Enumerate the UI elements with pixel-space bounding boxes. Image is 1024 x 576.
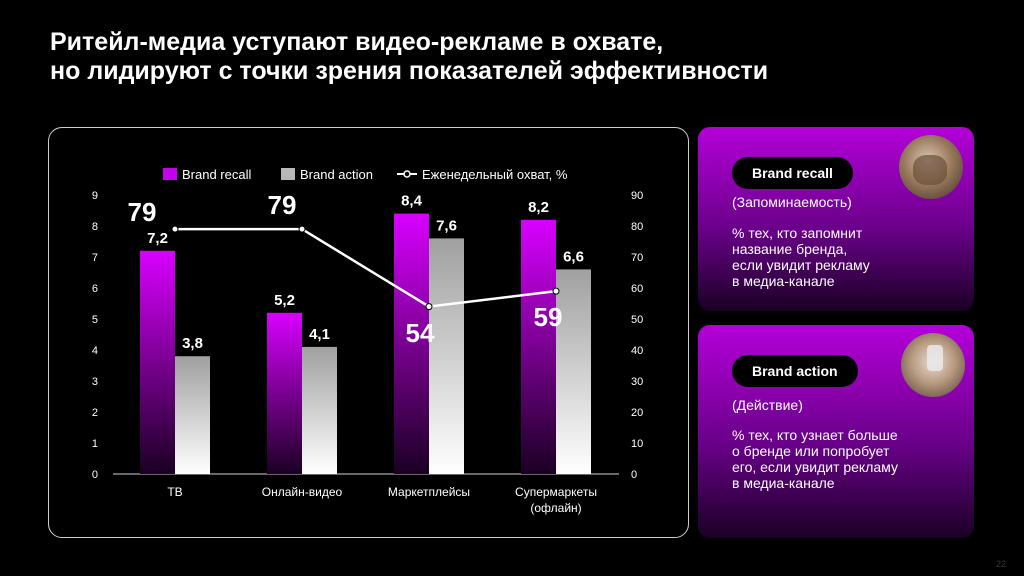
y-right-tick-label: 20 bbox=[631, 407, 643, 419]
y-left-tick-label: 3 bbox=[92, 376, 98, 388]
chart-svg: 012345678901020304050607080907,23,85,24,… bbox=[92, 167, 643, 515]
recall-value-label: 5,2 bbox=[274, 292, 295, 309]
bar-brand-action bbox=[429, 238, 464, 474]
legend-label-brand-action: Brand action bbox=[300, 167, 373, 182]
brand-recall-description: % тех, кто запомнит название бренда, есл… bbox=[732, 225, 932, 289]
bar-brand-recall bbox=[521, 219, 556, 474]
y-right-tick-label: 70 bbox=[631, 252, 643, 264]
y-left-tick-label: 1 bbox=[92, 438, 98, 450]
legend-swatch-reach-point bbox=[403, 170, 411, 178]
x-category-label: Маркетплейсы bbox=[388, 485, 470, 499]
reach-line bbox=[175, 227, 557, 308]
y-left-tick-label: 6 bbox=[92, 283, 98, 295]
desc-line: в медиа-канале bbox=[732, 475, 835, 491]
desc-line: % тех, кто узнает больше bbox=[732, 427, 898, 443]
action-value-label: 4,1 bbox=[309, 326, 330, 343]
y-right-tick-label: 80 bbox=[631, 221, 643, 233]
y-right-tick-label: 40 bbox=[631, 345, 643, 357]
page-title: Ритейл-медиа уступают видео-рекламе в ох… bbox=[50, 28, 950, 86]
legend-label-brand-recall: Brand recall bbox=[182, 167, 251, 182]
action-value-label: 3,8 bbox=[182, 335, 203, 352]
page-number: 22 bbox=[995, 559, 1006, 569]
brand-action-subtitle: (Действие) bbox=[732, 397, 803, 413]
recall-value-label: 7,2 bbox=[147, 230, 168, 247]
brand-action-pill: Brand action bbox=[732, 355, 858, 387]
bar-brand-recall bbox=[140, 250, 175, 474]
brand-recall-pill: Brand recall bbox=[732, 157, 853, 189]
phone-photo-icon bbox=[901, 333, 965, 397]
reach-value-label: 79 bbox=[128, 197, 157, 227]
legend-label-reach: Еженедельный охват, % bbox=[422, 167, 568, 182]
reach-point bbox=[552, 287, 560, 295]
desc-line: в медиа-канале bbox=[732, 273, 835, 289]
desc-line: % тех, кто запомнит bbox=[732, 225, 863, 241]
reach-point bbox=[425, 303, 433, 311]
person-photo-icon bbox=[899, 135, 963, 199]
bar-brand-action bbox=[302, 346, 337, 474]
bar-brand-recall bbox=[394, 213, 429, 474]
x-category-label: Онлайн-видео bbox=[262, 485, 343, 499]
desc-line: его, если увидит рекламу bbox=[732, 459, 898, 475]
y-left-tick-label: 8 bbox=[92, 221, 98, 233]
reach-value-label: 54 bbox=[406, 318, 435, 348]
action-value-label: 7,6 bbox=[436, 217, 457, 234]
y-left-tick-label: 0 bbox=[92, 469, 98, 481]
desc-line: название бренда, bbox=[732, 241, 848, 257]
y-right-tick-label: 60 bbox=[631, 283, 643, 295]
brand-recall-subtitle: (Запоминаемость) bbox=[732, 194, 852, 210]
legend-swatch-brand-action bbox=[281, 168, 295, 180]
desc-line: о бренде или попробует bbox=[732, 443, 890, 459]
desc-line: если увидит рекламу bbox=[732, 257, 870, 273]
y-right-tick-label: 30 bbox=[631, 376, 643, 388]
reach-point bbox=[298, 225, 306, 233]
title-line-2: но лидируют с точки зрения показателей э… bbox=[50, 57, 769, 85]
bar-brand-action bbox=[175, 356, 210, 474]
x-category-label: (офлайн) bbox=[530, 501, 581, 515]
y-right-tick-label: 50 bbox=[631, 314, 643, 326]
recall-value-label: 8,4 bbox=[401, 193, 423, 210]
x-category-label: ТВ bbox=[167, 485, 182, 499]
brand-recall-card: Brand recall (Запоминаемость) % тех, кто… bbox=[698, 127, 974, 311]
legend-swatch-brand-recall bbox=[163, 168, 177, 180]
chart-card: 0 1 2 3 4 5 6 7 8 9 0 10 20 30 40 50 60 70 80 90 7,2 3,8 5,2 4,… bbox=[48, 127, 689, 538]
brand-action-description: % тех, кто узнает больше о бренде или по… bbox=[732, 427, 932, 491]
recall-value-label: 8,2 bbox=[528, 199, 549, 216]
y-left-tick-label: 5 bbox=[92, 314, 98, 326]
action-value-label: 6,6 bbox=[563, 248, 584, 265]
y-right-tick-label: 0 bbox=[631, 469, 637, 481]
bar-brand-recall bbox=[267, 312, 302, 474]
y-right-tick-label: 10 bbox=[631, 438, 643, 450]
brand-action-card: Brand action (Действие) % тех, кто узнае… bbox=[698, 325, 974, 538]
x-category-label: Супермаркеты bbox=[515, 485, 597, 499]
y-left-tick-label: 7 bbox=[92, 252, 98, 264]
reach-value-label: 79 bbox=[268, 190, 297, 220]
y-left-tick-label: 4 bbox=[92, 345, 98, 357]
y-right-tick-label: 90 bbox=[631, 190, 643, 202]
bar-brand-action bbox=[556, 269, 591, 474]
y-left-tick-label: 9 bbox=[92, 190, 98, 202]
y-left-tick-label: 2 bbox=[92, 407, 98, 419]
reach-value-label: 59 bbox=[534, 302, 563, 332]
title-line-1: Ритейл-медиа уступают видео-рекламе в ох… bbox=[50, 28, 664, 56]
reach-point bbox=[171, 225, 179, 233]
